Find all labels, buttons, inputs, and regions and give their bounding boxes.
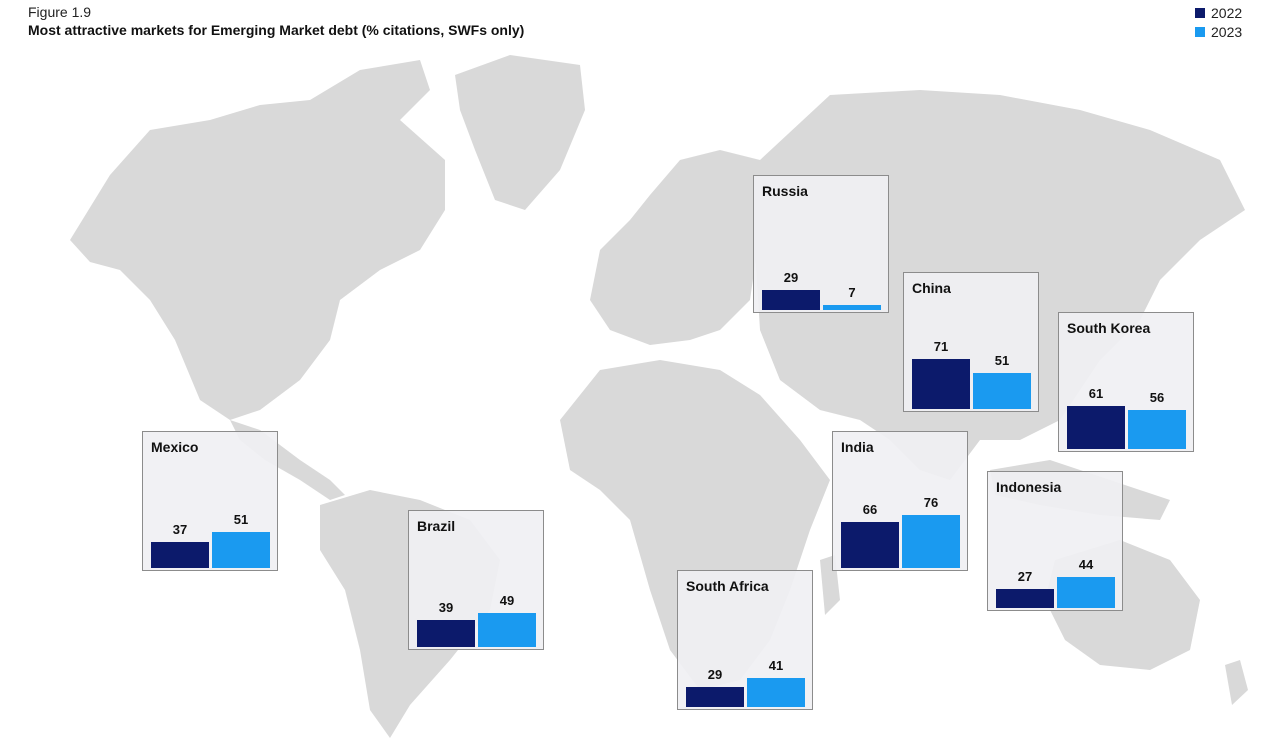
panel-title-russia: Russia [762,183,808,199]
panel-south-africa: South Africa 29 41 [677,570,813,710]
greenland-shape [455,55,585,210]
panel-mexico: Mexico 37 51 [142,431,278,571]
panel-title-mexico: Mexico [151,439,199,455]
bar-value-indonesia-2022: 27 [1017,569,1033,585]
panel-indonesia: Indonesia 27 44 [987,471,1123,611]
panel-title-brazil: Brazil [417,518,456,534]
legend-label-2023: 2023 [1211,23,1243,40]
bar-indonesia-2023 [1057,577,1115,608]
panel-title-indonesia: Indonesia [996,479,1062,495]
panel-title-south-africa: South Africa [686,578,769,594]
legend-label-2022: 2022 [1211,4,1243,21]
bar-india-2022 [841,521,899,568]
bar-value-russia-2023: 7 [848,285,856,301]
bar-value-south-africa-2022: 29 [707,666,723,682]
bar-value-indonesia-2023: 44 [1078,557,1094,573]
bar-india-2023 [902,514,960,568]
legend-swatch-2022 [1195,7,1205,18]
bar-south-africa-2023 [747,678,805,707]
bar-south-korea-2022 [1067,406,1125,449]
bar-value-brazil-2023: 49 [499,592,515,608]
panel-title-india: India [841,439,874,455]
bar-brazil-2022 [417,619,475,647]
north-america-shape [70,60,445,420]
bar-russia-2022 [762,289,820,310]
bar-value-brazil-2022: 39 [438,599,454,615]
chart-title: Most attractive markets for Emerging Mar… [28,22,525,38]
panel-title-south-korea: South Korea [1067,320,1151,336]
bar-mexico-2022 [151,542,209,568]
figure-label: Figure 1.9 [28,4,92,20]
bar-china-2022 [912,359,970,409]
bar-value-india-2022: 66 [862,501,878,517]
panel-title-china: China [912,280,951,296]
bar-mexico-2023 [212,532,270,568]
bar-value-china-2022: 71 [933,339,949,355]
bar-value-india-2023: 76 [923,494,939,510]
legend: 2022 2023 [1195,3,1242,41]
legend-swatch-2023 [1195,26,1205,37]
legend-item-2023: 2023 [1195,22,1242,41]
new-zealand-shape [1225,660,1248,705]
bar-russia-2023 [823,305,881,310]
bar-south-korea-2023 [1128,409,1186,449]
bar-value-mexico-2022: 37 [172,522,188,538]
bar-value-south-korea-2022: 61 [1088,386,1104,402]
bar-value-south-korea-2023: 56 [1149,389,1165,405]
panel-india: India 66 76 [832,431,968,571]
panel-brazil: Brazil 39 49 [408,510,544,650]
panel-russia: Russia 29 7 [753,175,889,313]
legend-item-2022: 2022 [1195,3,1242,22]
panel-south-korea: South Korea 61 56 [1058,312,1194,452]
bar-indonesia-2022 [996,589,1054,608]
bar-brazil-2023 [478,612,536,647]
europe-shape [590,150,760,345]
bar-value-china-2023: 51 [994,353,1010,369]
bar-south-africa-2022 [686,686,744,707]
bar-value-mexico-2023: 51 [233,512,249,528]
bar-value-russia-2022: 29 [783,269,799,285]
bar-value-south-africa-2023: 41 [768,658,784,674]
panel-china: China 71 51 [903,272,1039,412]
bar-china-2023 [973,373,1031,409]
